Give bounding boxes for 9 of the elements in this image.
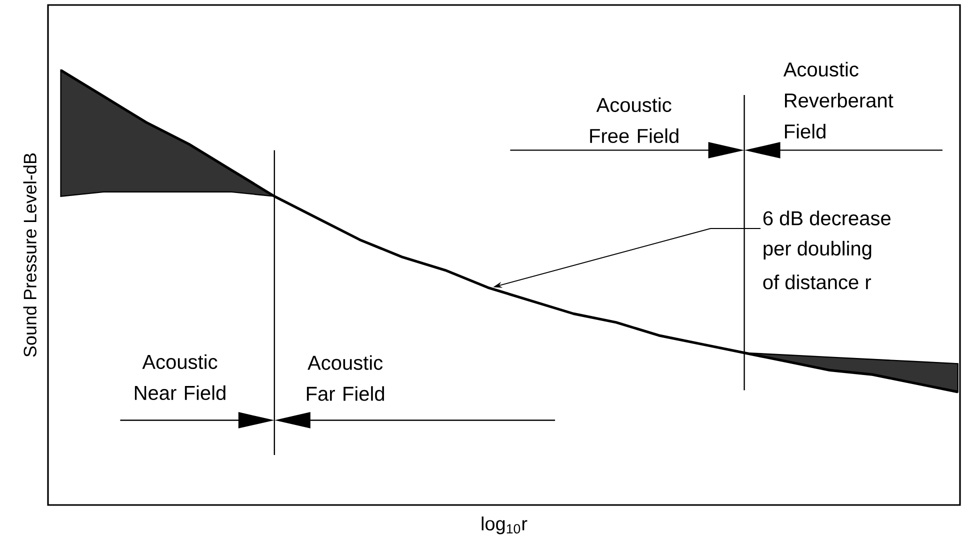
annotation: Acoustic Reverberant Field bbox=[783, 62, 894, 139]
x-axis-title: log$_{10}$r bbox=[482, 516, 528, 534]
annotation: of distance r bbox=[763, 274, 872, 290]
y-axis-title: Sound Pressure Level-dB bbox=[23, 153, 36, 357]
annotation: Acoustic Near Field bbox=[134, 354, 226, 400]
annotation: Acoustic Far Field bbox=[306, 355, 384, 401]
annotation: 6 dB decrease bbox=[763, 210, 890, 226]
annotation: Acoustic Free Field bbox=[590, 97, 678, 144]
annotation: per doubling bbox=[764, 240, 872, 260]
